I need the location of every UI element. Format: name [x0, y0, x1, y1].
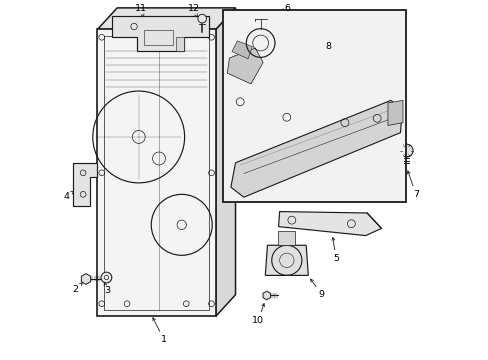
Polygon shape — [227, 48, 263, 84]
Polygon shape — [263, 291, 270, 300]
Text: 8: 8 — [325, 42, 331, 51]
Polygon shape — [278, 212, 381, 235]
Polygon shape — [81, 274, 90, 284]
Bar — [223, 10, 405, 202]
Polygon shape — [230, 100, 402, 197]
Polygon shape — [176, 37, 183, 51]
Text: 3: 3 — [104, 285, 110, 294]
Circle shape — [101, 272, 112, 283]
Circle shape — [198, 14, 206, 23]
Text: 7: 7 — [412, 190, 418, 199]
Text: 12: 12 — [187, 4, 199, 13]
Circle shape — [104, 275, 108, 280]
Text: 4: 4 — [64, 192, 70, 201]
Polygon shape — [97, 8, 235, 30]
Text: 10: 10 — [252, 316, 264, 325]
Bar — [278, 231, 295, 245]
Text: 5: 5 — [332, 255, 338, 264]
Bar — [144, 30, 173, 45]
Text: 2: 2 — [72, 285, 78, 294]
Polygon shape — [97, 30, 215, 316]
Polygon shape — [73, 163, 97, 206]
Circle shape — [399, 144, 412, 157]
Polygon shape — [112, 16, 208, 51]
Polygon shape — [387, 100, 402, 126]
Text: 1: 1 — [161, 335, 166, 344]
Polygon shape — [215, 8, 235, 316]
Text: 6: 6 — [284, 4, 290, 13]
Text: 11: 11 — [134, 4, 146, 13]
Polygon shape — [265, 245, 308, 275]
Text: 9: 9 — [318, 289, 324, 298]
Polygon shape — [231, 41, 252, 59]
